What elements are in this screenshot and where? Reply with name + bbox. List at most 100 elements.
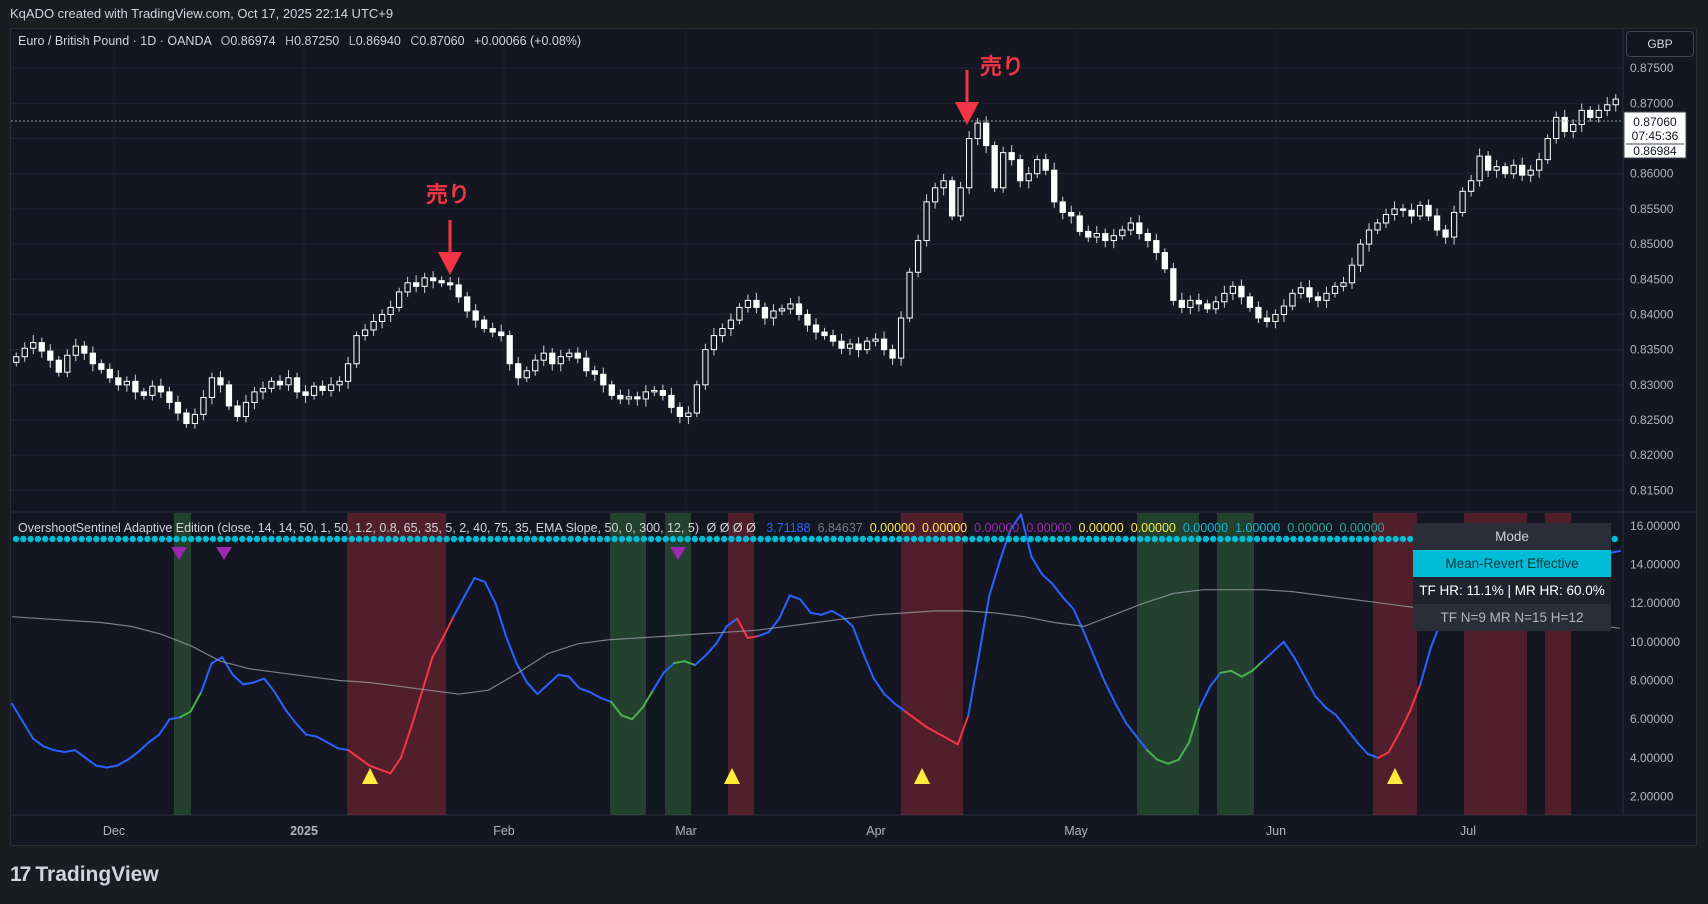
oscillator-segment <box>1177 741 1191 761</box>
regime-dot <box>932 535 939 543</box>
candle-up <box>123 380 130 386</box>
last-price-value: 0.87060 <box>1633 115 1677 129</box>
oscillator-segment <box>494 602 507 638</box>
oscillator-segment <box>368 764 381 771</box>
candle-up <box>1212 301 1220 310</box>
signal-zones <box>174 513 1571 815</box>
candle-up <box>421 277 428 287</box>
candle-up <box>651 389 658 393</box>
oscillator-segment <box>462 577 476 599</box>
oscillator-segment <box>1188 706 1201 744</box>
oscillator-segment <box>1009 513 1022 531</box>
regime-dot <box>392 535 399 543</box>
candle-down <box>276 380 284 386</box>
candle-up <box>336 380 343 386</box>
regime-dot <box>407 535 414 543</box>
oscillator-segment <box>641 689 655 709</box>
candle-up <box>1382 214 1390 224</box>
candle-up <box>72 345 79 356</box>
oscillator-segment <box>399 725 413 759</box>
oscillator-segment <box>904 710 917 721</box>
currency-button[interactable]: GBP <box>1626 31 1694 57</box>
regime-dot <box>1042 535 1049 543</box>
regime-dot <box>779 535 786 543</box>
oscillator-segment <box>662 662 676 674</box>
candle-down <box>1195 299 1202 305</box>
oscillator-segment <box>935 731 949 740</box>
regime-dot <box>954 535 961 543</box>
oscillator-segment <box>515 662 528 684</box>
candle-up <box>1544 138 1551 161</box>
regime-dot <box>1239 535 1246 543</box>
regime-dot <box>246 535 253 543</box>
oscillator-segment <box>1051 582 1064 599</box>
candle-down <box>38 342 45 352</box>
regime-dot <box>1137 535 1144 543</box>
regime-dot <box>355 535 363 543</box>
candle-down <box>1399 208 1407 211</box>
candle-up <box>1297 287 1305 294</box>
indicator-legend[interactable]: OvershootSentinel Adaptive Edition (clos… <box>18 521 1385 535</box>
candle-down <box>1102 233 1109 242</box>
oscillator-segment <box>504 635 518 665</box>
oscillator-segment <box>1251 660 1264 672</box>
candle-down <box>217 377 224 386</box>
regime-dot <box>1290 535 1297 543</box>
regime-dot <box>1115 535 1122 543</box>
osc-tick-label: 16.00000 <box>1630 519 1680 533</box>
candle-up <box>736 306 743 321</box>
candle-down <box>1433 215 1441 231</box>
regime-dot <box>129 535 136 543</box>
regime-dot <box>1144 535 1151 543</box>
oscillator-segment <box>1072 608 1085 634</box>
candle-up <box>21 347 28 358</box>
candle-up <box>13 356 20 363</box>
oscillator-segment <box>893 702 907 713</box>
candle-up <box>353 335 360 365</box>
candle-down <box>1442 229 1449 238</box>
regime-dot <box>808 535 815 543</box>
candle-up <box>1000 152 1007 189</box>
overbought-zone <box>728 513 754 815</box>
oscillator-segment <box>158 718 171 736</box>
bullish-signal-icon <box>1387 768 1403 784</box>
candle-down <box>829 335 837 342</box>
oscillator-segment <box>42 745 56 752</box>
regime-dot <box>1334 535 1341 543</box>
regime-dot <box>202 535 209 543</box>
oscillator-segment <box>736 617 749 639</box>
candle-up <box>200 397 207 415</box>
candle-up <box>191 413 199 425</box>
regime-dot <box>78 535 85 543</box>
candle-up <box>923 201 930 242</box>
regime-dot <box>253 535 261 543</box>
price-tick-label: 0.85000 <box>1630 237 1674 251</box>
oscillator-segment <box>315 735 329 744</box>
candle-down <box>515 363 522 379</box>
oscillator-segment <box>746 635 760 639</box>
regime-dot <box>261 535 268 543</box>
candle-down <box>115 377 122 386</box>
candle-down <box>1561 116 1568 132</box>
candle-up <box>566 352 573 358</box>
symbol-legend[interactable]: Euro / British Pound · 1D · OANDA O0.869… <box>18 34 581 48</box>
candle-down <box>838 340 845 349</box>
candle-down <box>676 406 684 418</box>
indicator-value: 0.00000 <box>869 521 915 535</box>
bullish-signal-icon <box>914 768 930 784</box>
candle-up <box>1229 285 1237 294</box>
regime-dot <box>1253 535 1261 543</box>
candle-down <box>608 384 615 396</box>
oscillator-segment <box>410 691 423 728</box>
regime-dot <box>56 535 63 543</box>
trend-zone <box>665 513 691 815</box>
oscillator-segment <box>1219 669 1233 674</box>
regime-dot <box>640 535 647 543</box>
oscillator-segment <box>294 722 308 736</box>
tradingview-branding[interactable]: 17 TradingView <box>10 860 159 890</box>
candle-up <box>1331 285 1339 294</box>
candle-up <box>685 412 692 418</box>
osc-tick-label: 4.00000 <box>1630 751 1674 765</box>
regime-dot <box>815 535 823 543</box>
